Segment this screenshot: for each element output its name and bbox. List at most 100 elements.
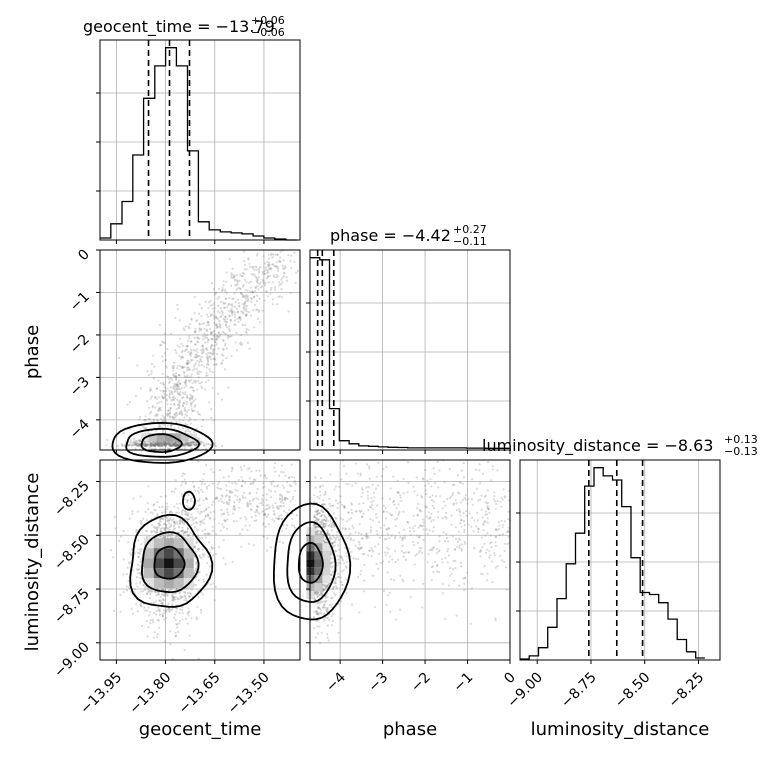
- scatter-point-geocent-time-vs-phase: [244, 330, 247, 333]
- scatter-point-geocent-time-vs-phase: [169, 407, 173, 410]
- scatter-point-geocent-time-vs-luminosity-distance: [181, 596, 184, 599]
- scatter-point-geocent-time-vs-phase: [212, 334, 215, 337]
- scatter-point-geocent-time-vs-phase: [208, 368, 211, 371]
- scatter-point-geocent-time-vs-luminosity-distance: [171, 533, 174, 536]
- scatter-point-phase-vs-luminosity-distance: [463, 530, 466, 534]
- scatter-point-phase-vs-luminosity-distance: [352, 557, 355, 560]
- scatter-point-geocent-time-vs-phase: [158, 445, 161, 448]
- scatter-point-phase-vs-luminosity-distance: [435, 547, 439, 551]
- scatter-point-geocent-time-vs-luminosity-distance: [136, 568, 140, 572]
- scatter-point-geocent-time-vs-luminosity-distance: [178, 592, 181, 595]
- scatter-point-phase-vs-luminosity-distance: [318, 611, 322, 614]
- scatter-point-geocent-time-vs-phase: [150, 369, 153, 373]
- scatter-point-phase-vs-luminosity-distance: [366, 490, 369, 493]
- scatter-point-geocent-time-vs-luminosity-distance: [221, 495, 224, 498]
- scatter-point-geocent-time-vs-phase: [213, 317, 216, 320]
- scatter-point-phase-vs-luminosity-distance: [387, 526, 390, 530]
- scatter-point-phase-vs-luminosity-distance: [491, 560, 494, 563]
- density-cell-geocent-time-vs-luminosity-distance: [153, 578, 164, 589]
- scatter-point-geocent-time-vs-luminosity-distance: [142, 590, 145, 593]
- scatter-point-phase-vs-luminosity-distance: [326, 507, 329, 510]
- scatter-point-geocent-time-vs-phase: [191, 401, 194, 404]
- scatter-point-geocent-time-vs-phase: [156, 441, 160, 444]
- scatter-point-phase-vs-luminosity-distance: [438, 535, 441, 538]
- scatter-point-geocent-time-vs-luminosity-distance: [153, 631, 156, 634]
- scatter-point-phase-vs-luminosity-distance: [324, 490, 327, 493]
- scatter-point-geocent-time-vs-luminosity-distance: [201, 548, 204, 551]
- density-cell-geocent-time-vs-luminosity-distance: [183, 568, 194, 579]
- scatter-point-geocent-time-vs-phase: [192, 441, 195, 444]
- scatter-point-geocent-time-vs-luminosity-distance: [176, 623, 179, 626]
- scatter-point-geocent-time-vs-luminosity-distance: [156, 606, 160, 610]
- scatter-point-geocent-time-vs-luminosity-distance: [252, 478, 255, 481]
- scatter-point-geocent-time-vs-phase: [188, 353, 191, 356]
- scatter-point-geocent-time-vs-luminosity-distance: [179, 608, 182, 611]
- scatter-point-geocent-time-vs-phase: [106, 438, 109, 441]
- scatter-point-geocent-time-vs-luminosity-distance: [161, 517, 164, 520]
- scatter-point-geocent-time-vs-phase: [199, 328, 202, 331]
- scatter-point-phase-vs-luminosity-distance: [366, 535, 369, 538]
- scatter-point-geocent-time-vs-phase: [184, 383, 187, 386]
- scatter-point-geocent-time-vs-phase: [254, 286, 257, 289]
- scatter-point-phase-vs-luminosity-distance: [491, 465, 494, 468]
- scatter-point-geocent-time-vs-phase: [251, 265, 254, 269]
- scatter-point-geocent-time-vs-phase: [268, 268, 271, 271]
- scatter-point-geocent-time-vs-phase: [230, 307, 233, 310]
- scatter-point-geocent-time-vs-phase: [208, 401, 211, 404]
- scatter-point-phase-vs-luminosity-distance: [350, 502, 353, 505]
- scatter-point-geocent-time-vs-luminosity-distance: [212, 582, 215, 585]
- scatter-point-geocent-time-vs-phase: [222, 331, 226, 335]
- scatter-point-geocent-time-vs-luminosity-distance: [278, 514, 281, 517]
- scatter-point-geocent-time-vs-phase: [188, 397, 191, 400]
- scatter-point-geocent-time-vs-phase: [191, 396, 194, 399]
- scatter-point-geocent-time-vs-luminosity-distance: [216, 486, 219, 489]
- scatter-point-geocent-time-vs-phase: [156, 413, 159, 416]
- scatter-point-geocent-time-vs-phase: [172, 444, 175, 447]
- scatter-point-geocent-time-vs-phase: [169, 377, 172, 380]
- scatter-point-phase-vs-luminosity-distance: [462, 577, 465, 580]
- scatter-point-geocent-time-vs-phase: [229, 310, 232, 313]
- scatter-point-geocent-time-vs-phase: [181, 356, 184, 359]
- scatter-point-geocent-time-vs-luminosity-distance: [173, 505, 176, 508]
- title-luminosity-distance: luminosity_distance = −8.63: [482, 436, 713, 456]
- scatter-point-geocent-time-vs-luminosity-distance: [150, 517, 153, 521]
- scatter-point-geocent-time-vs-luminosity-distance: [186, 531, 189, 534]
- scatter-point-phase-vs-luminosity-distance: [400, 549, 403, 553]
- scatter-point-geocent-time-vs-phase: [132, 440, 135, 443]
- scatter-point-geocent-time-vs-luminosity-distance: [195, 507, 198, 511]
- scatter-point-geocent-time-vs-phase: [128, 441, 132, 444]
- scatter-point-geocent-time-vs-luminosity-distance: [233, 481, 237, 484]
- scatter-point-geocent-time-vs-phase: [205, 347, 208, 350]
- scatter-point-geocent-time-vs-phase: [187, 444, 190, 447]
- scatter-point-geocent-time-vs-luminosity-distance: [160, 602, 163, 605]
- scatter-point-phase-vs-luminosity-distance: [460, 548, 463, 551]
- scatter-point-phase-vs-luminosity-distance: [494, 541, 497, 544]
- scatter-point-geocent-time-vs-luminosity-distance: [274, 490, 277, 493]
- scatter-point-geocent-time-vs-phase: [186, 339, 189, 342]
- scatter-point-geocent-time-vs-phase: [161, 396, 164, 399]
- scatter-point-geocent-time-vs-phase: [196, 370, 199, 373]
- scatter-point-phase-vs-luminosity-distance: [365, 486, 368, 489]
- scatter-point-phase-vs-luminosity-distance: [434, 495, 438, 498]
- scatter-point-geocent-time-vs-phase: [195, 442, 198, 445]
- scatter-point-geocent-time-vs-phase: [138, 443, 141, 446]
- scatter-point-geocent-time-vs-phase: [133, 443, 136, 446]
- scatter-point-geocent-time-vs-phase: [189, 393, 192, 396]
- scatter-point-geocent-time-vs-phase: [171, 392, 174, 396]
- scatter-point-geocent-time-vs-phase: [279, 250, 282, 253]
- scatter-point-geocent-time-vs-phase: [272, 274, 275, 277]
- scatter-point-phase-vs-luminosity-distance: [316, 602, 319, 605]
- scatter-point-geocent-time-vs-luminosity-distance: [148, 614, 151, 617]
- scatter-point-geocent-time-vs-luminosity-distance: [284, 497, 287, 500]
- scatter-point-geocent-time-vs-phase: [175, 444, 178, 447]
- scatter-point-geocent-time-vs-luminosity-distance: [269, 546, 272, 549]
- scatter-point-geocent-time-vs-luminosity-distance: [135, 603, 138, 606]
- scatter-point-geocent-time-vs-phase: [174, 378, 177, 381]
- scatter-point-phase-vs-luminosity-distance: [323, 526, 326, 529]
- scatter-point-geocent-time-vs-phase: [185, 362, 188, 365]
- scatter-point-geocent-time-vs-luminosity-distance: [174, 522, 177, 525]
- scatter-point-phase-vs-luminosity-distance: [459, 481, 462, 484]
- scatter-point-geocent-time-vs-luminosity-distance: [244, 496, 247, 499]
- scatter-point-phase-vs-luminosity-distance: [340, 583, 344, 587]
- xtick-label-luminosity_distance-3: −8.25: [666, 670, 708, 712]
